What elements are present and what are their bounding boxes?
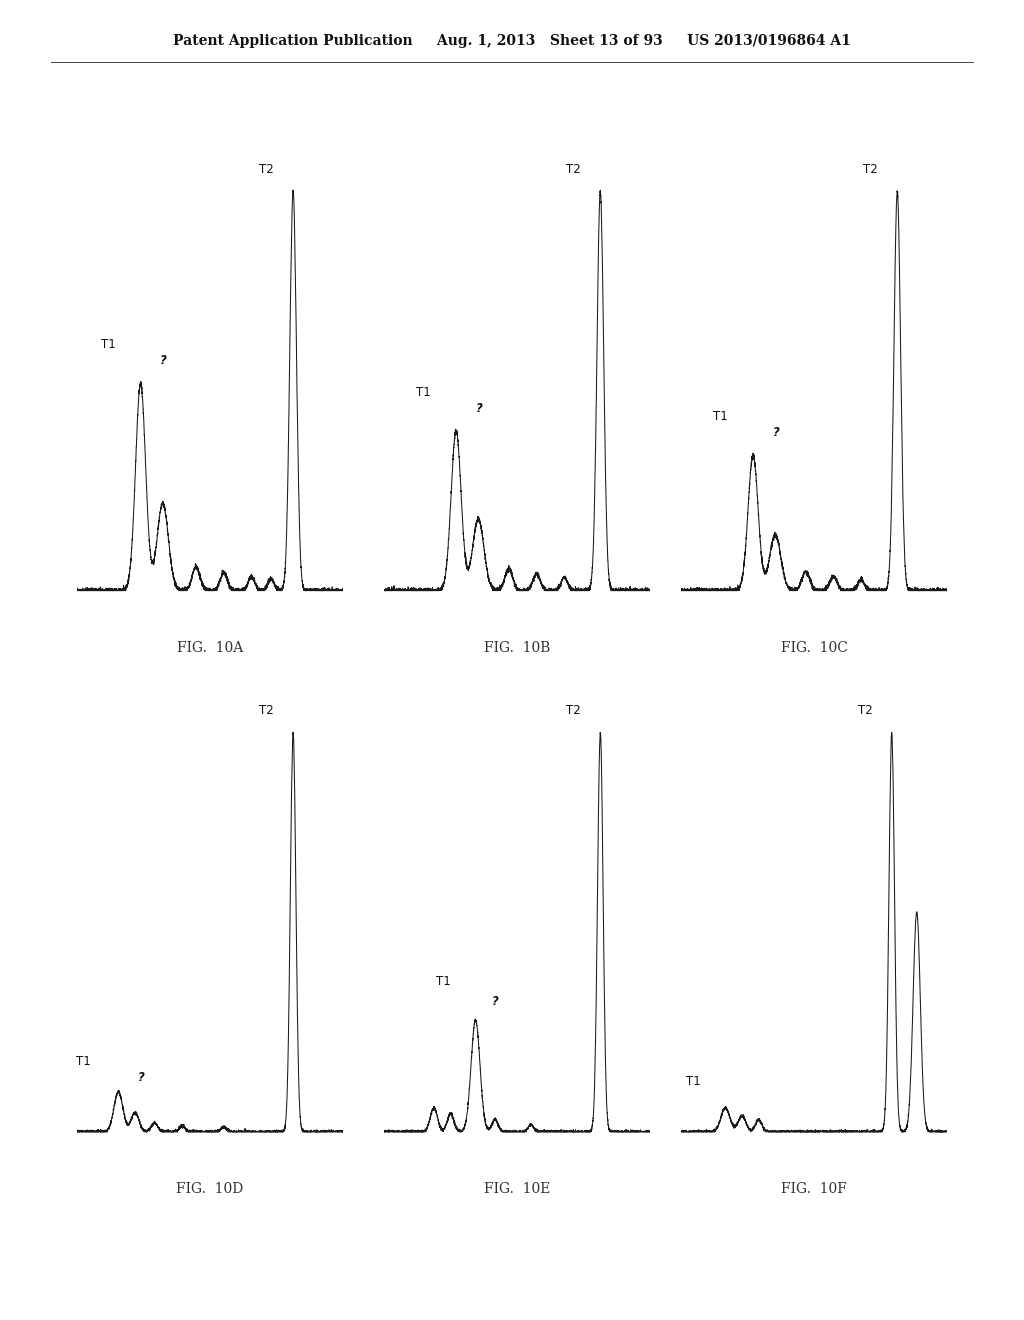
Text: T1: T1 [686, 1074, 700, 1088]
Text: ?: ? [475, 403, 482, 416]
Text: T2: T2 [566, 704, 581, 717]
Text: T1: T1 [76, 1055, 91, 1068]
Text: FIG.  10F: FIG. 10F [781, 1183, 847, 1196]
Text: T1: T1 [101, 338, 116, 351]
Text: FIG.  10E: FIG. 10E [484, 1183, 550, 1196]
Text: T2: T2 [857, 704, 872, 717]
Text: T2: T2 [259, 162, 273, 176]
Text: ?: ? [493, 995, 499, 1008]
Text: FIG.  10D: FIG. 10D [176, 1183, 244, 1196]
Text: FIG.  10A: FIG. 10A [177, 642, 243, 655]
Text: T1: T1 [436, 975, 451, 989]
Text: T1: T1 [417, 387, 431, 399]
Text: T2: T2 [566, 162, 581, 176]
Text: FIG.  10C: FIG. 10C [780, 642, 848, 655]
Text: ?: ? [772, 426, 779, 440]
Text: FIG.  10B: FIG. 10B [484, 642, 550, 655]
Text: Patent Application Publication     Aug. 1, 2013   Sheet 13 of 93     US 2013/019: Patent Application Publication Aug. 1, 2… [173, 34, 851, 48]
Text: ?: ? [160, 354, 167, 367]
Text: T2: T2 [259, 704, 273, 717]
Text: ?: ? [138, 1071, 144, 1084]
Text: T1: T1 [714, 411, 728, 424]
Text: T2: T2 [863, 162, 878, 176]
